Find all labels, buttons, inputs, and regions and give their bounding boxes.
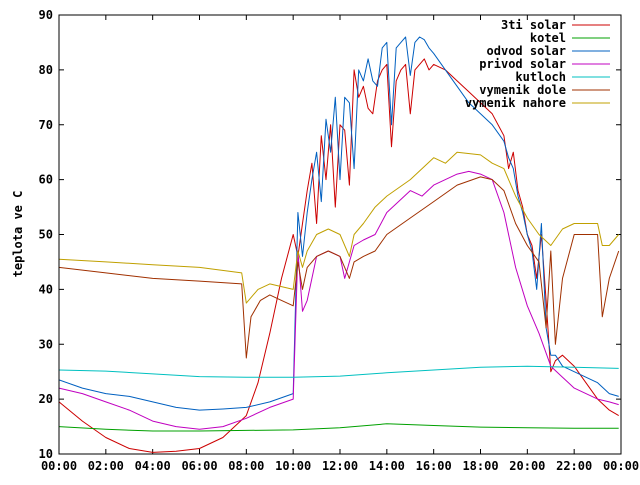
x-tick-label: 08:00	[228, 459, 264, 473]
x-tick-label: 00:00	[603, 459, 639, 473]
x-tick-label: 14:00	[369, 459, 405, 473]
series-line-0	[58, 58, 619, 453]
y-tick-label: 70	[39, 118, 53, 132]
y-tick-label: 50	[39, 228, 53, 242]
series-line-2	[58, 36, 619, 411]
y-tick-label: 30	[39, 337, 53, 351]
series-line-6	[58, 151, 620, 304]
y-tick-label: 40	[39, 282, 53, 296]
y-axis-label: teplota ve C	[11, 191, 25, 278]
y-tick-label: 60	[39, 173, 53, 187]
x-tick-label: 12:00	[322, 459, 358, 473]
y-axis: 10 20 30 40 50 60 70 80 90	[39, 8, 621, 461]
series-line-4	[58, 365, 619, 378]
y-tick-label: 90	[39, 8, 53, 22]
x-tick-label: 04:00	[135, 459, 171, 473]
x-tick-label: 20:00	[509, 459, 545, 473]
y-tick-label: 80	[39, 63, 53, 77]
x-tick-label: 00:00	[41, 459, 77, 473]
x-tick-label: 10:00	[275, 459, 311, 473]
legend-label: odvod solar	[487, 44, 566, 58]
x-tick-label: 22:00	[556, 459, 592, 473]
x-tick-label: 06:00	[181, 459, 217, 473]
y-tick-label: 10	[39, 447, 53, 461]
x-axis: 00:00 02:00 04:00 06:00 08:00 10:00 12:00 14:00…	[41, 15, 639, 473]
series-line-1	[58, 423, 619, 432]
x-tick-label: 16:00	[416, 459, 452, 473]
legend-label: vymenik nahore	[465, 96, 566, 110]
x-tick-label: 02:00	[88, 459, 124, 473]
legend-label: kotel	[530, 31, 566, 45]
legend-label: kutloch	[515, 70, 566, 84]
series-line-3	[58, 170, 619, 430]
legend-label: privod solar	[479, 57, 566, 71]
x-tick-label: 18:00	[462, 459, 498, 473]
legend-label: 3ti solar	[501, 18, 566, 32]
series-line-5	[58, 176, 620, 359]
legend-label: vymenik dole	[479, 83, 566, 97]
series-lines	[58, 36, 620, 453]
plot-frame	[58, 14, 622, 455]
y-tick-label: 20	[39, 392, 53, 406]
